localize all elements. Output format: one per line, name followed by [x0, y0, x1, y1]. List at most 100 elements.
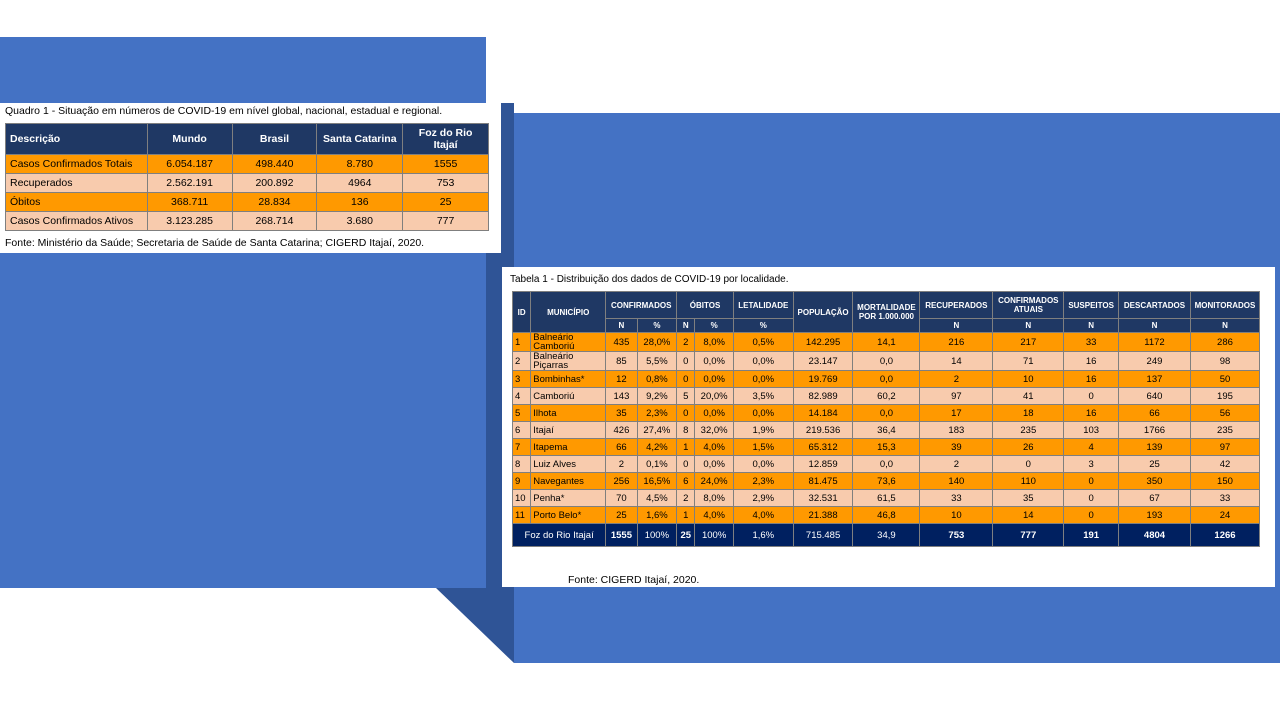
- cell: 41: [992, 387, 1065, 405]
- cell: 426: [605, 421, 638, 439]
- cell: 35: [992, 489, 1065, 507]
- cell: 66: [1118, 404, 1191, 422]
- cell: 98: [1189, 351, 1261, 371]
- cell: 46,8: [852, 506, 921, 524]
- table-row: 1 Balneário Camboriú 435 28,0% 2 8,0% 0,5% 142.…: [511, 332, 1261, 352]
- quadro1-caption-text: Situação em números de COVID-19 em nível…: [55, 105, 443, 117]
- row-label: Óbitos: [5, 192, 148, 212]
- tabela1-caption: Tabela 1 - Distribuição dos dados de COV…: [510, 274, 789, 285]
- total-cell: 753: [919, 523, 994, 547]
- cell: 21.388: [792, 506, 854, 524]
- cell: 1,6%: [636, 506, 678, 524]
- cell: 195: [1189, 387, 1261, 405]
- cell: 1: [676, 438, 696, 456]
- cell: 16: [1063, 351, 1119, 371]
- cell: 28,0%: [636, 332, 678, 352]
- cell: 0,0: [852, 455, 921, 473]
- header-obitos: ÓBITOS: [676, 291, 734, 319]
- cell: 61,5: [852, 489, 921, 507]
- total-cell: 34,9: [852, 523, 921, 547]
- quadro1-table: Descrição Mundo Brasil Santa Catarina Fo…: [5, 123, 489, 231]
- cell: 1766: [1118, 421, 1191, 439]
- table-row: Casos Confirmados Totais 6.054.187 498.4…: [5, 154, 489, 174]
- subheader-n: N: [1189, 318, 1261, 333]
- cell: 4,0%: [732, 506, 794, 524]
- cell: 7: [511, 438, 532, 456]
- cell: 26: [992, 438, 1065, 456]
- header-populacao: POPULAÇÃO: [792, 291, 854, 333]
- cell: 8,0%: [694, 489, 734, 507]
- cell: 20,0%: [694, 387, 734, 405]
- table-row: 8 Luiz Alves 2 0,1% 0 0,0% 0,0% 12.859 0,0 2 0 3 25 4…: [511, 455, 1261, 473]
- total-cell: 100%: [636, 523, 678, 547]
- municipio-cell: Penha*: [530, 489, 607, 507]
- quadro1-panel: Quadro 1 - Situação em números de COVID-…: [0, 103, 501, 253]
- cell: 50: [1189, 370, 1261, 388]
- cell: 753: [402, 173, 489, 193]
- bevel-corner: [436, 588, 514, 663]
- total-cell: 1266: [1189, 523, 1261, 547]
- cell: 3.123.285: [146, 211, 233, 231]
- cell: 8: [676, 421, 696, 439]
- cell: 1: [511, 332, 532, 352]
- cell: 268.714: [231, 211, 318, 231]
- cell: 10: [511, 489, 532, 507]
- cell: 6: [511, 421, 532, 439]
- cell: 18: [992, 404, 1065, 422]
- cell: 143: [605, 387, 638, 405]
- cell: 2: [676, 489, 696, 507]
- cell: 66: [605, 438, 638, 456]
- cell: 0,0: [852, 351, 921, 371]
- municipio-cell: Balneário Piçarras: [530, 351, 607, 371]
- cell: 0,0%: [694, 404, 734, 422]
- cell: 71: [992, 351, 1065, 371]
- table-row: 10 Penha* 70 4,5% 2 8,0% 2,9% 32.531 61,5 33 35 0 67…: [511, 489, 1261, 507]
- cell: 640: [1118, 387, 1191, 405]
- cell: 193: [1118, 506, 1191, 524]
- total-cell: 191: [1063, 523, 1119, 547]
- cell: 1: [676, 506, 696, 524]
- header-mundo: Mundo: [146, 123, 233, 155]
- subheader-pct: %: [694, 318, 734, 333]
- cell: 0: [1063, 489, 1119, 507]
- table-row: Recuperados 2.562.191 200.892 4964 753: [5, 173, 489, 193]
- cell: 8: [511, 455, 532, 473]
- cell: 23.147: [792, 351, 854, 371]
- municipio-cell: Camboriú: [530, 387, 607, 405]
- cell: 14,1: [852, 332, 921, 352]
- municipio-cell: Ilhota: [530, 404, 607, 422]
- header-letalidade: LETALIDADE: [732, 291, 794, 319]
- cell: 0: [676, 455, 696, 473]
- cell: 2.562.191: [146, 173, 233, 193]
- cell: 9: [511, 472, 532, 490]
- header-suspeitos: SUSPEITOS: [1063, 291, 1119, 319]
- cell: 110: [992, 472, 1065, 490]
- table-row: 7 Itapema 66 4,2% 1 4,0% 1,5% 65.312 15,3 39 26 4 13…: [511, 438, 1261, 456]
- cell: 28.834: [231, 192, 318, 212]
- total-cell: 1,6%: [732, 523, 794, 547]
- cell: 142.295: [792, 332, 854, 352]
- cell: 140: [919, 472, 994, 490]
- table-row: 5 Ilhota 35 2,3% 0 0,0% 0,0% 14.184 0,0 17 18 16 66 5…: [511, 404, 1261, 422]
- header-confirmados: CONFIRMADOS: [605, 291, 678, 319]
- subheader-n: N: [919, 318, 994, 333]
- cell: 0: [1063, 506, 1119, 524]
- municipio-cell: Navegantes: [530, 472, 607, 490]
- cell: 4: [1063, 438, 1119, 456]
- cell: 1,9%: [732, 421, 794, 439]
- quadro1-caption-prefix: Quadro 1 -: [5, 105, 56, 117]
- cell: 1555: [402, 154, 489, 174]
- cell: 24: [1189, 506, 1261, 524]
- cell: 0: [676, 404, 696, 422]
- header-confirmados-atuais: CONFIRMADOS ATUAIS: [992, 291, 1065, 319]
- cell: 5,5%: [636, 351, 678, 371]
- total-cell: 715.485: [792, 523, 854, 547]
- cell: 2: [676, 332, 696, 352]
- cell: 19.769: [792, 370, 854, 388]
- cell: 25: [605, 506, 638, 524]
- cell: 33: [1063, 332, 1119, 352]
- cell: 4964: [316, 173, 404, 193]
- cell: 4: [511, 387, 532, 405]
- cell: 0,0%: [732, 370, 794, 388]
- cell: 0: [992, 455, 1065, 473]
